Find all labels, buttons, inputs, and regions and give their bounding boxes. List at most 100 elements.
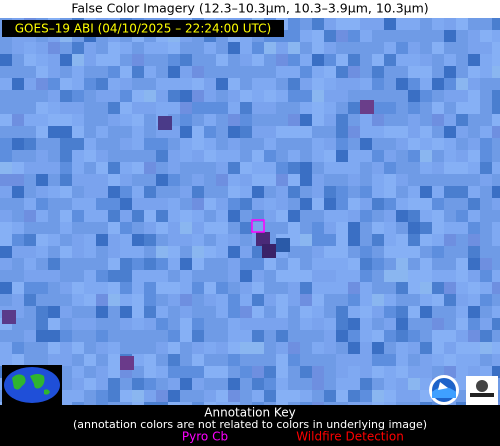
pixel	[96, 294, 108, 306]
pixel	[348, 174, 360, 186]
pixel	[120, 306, 132, 318]
pixel	[36, 138, 48, 150]
pixel	[264, 78, 276, 90]
pixel	[492, 222, 500, 234]
pixel	[384, 210, 396, 222]
pixel	[276, 198, 288, 210]
pixel	[348, 138, 360, 150]
pixel	[396, 126, 408, 138]
pixel	[360, 90, 372, 102]
pixel	[348, 234, 360, 246]
pixel	[276, 54, 288, 66]
pixel	[144, 270, 156, 282]
pixel	[300, 66, 312, 78]
pixel	[180, 162, 192, 174]
pixel	[408, 162, 420, 174]
pixel	[24, 174, 36, 186]
pixel	[288, 366, 300, 378]
pixel	[216, 174, 228, 186]
pixel	[144, 174, 156, 186]
pixel	[240, 66, 252, 78]
pixel	[108, 366, 120, 378]
pixel	[312, 18, 324, 30]
pixel	[420, 114, 432, 126]
pixel	[204, 318, 216, 330]
pixel	[480, 342, 492, 354]
pixel	[408, 18, 420, 30]
pixel	[420, 198, 432, 210]
pixel	[252, 78, 264, 90]
pixel	[84, 174, 96, 186]
pixel	[348, 294, 360, 306]
pixel	[396, 210, 408, 222]
pixel	[456, 174, 468, 186]
pixel	[60, 102, 72, 114]
pixel	[312, 126, 324, 138]
pixel	[468, 258, 480, 270]
pixel	[408, 42, 420, 54]
pixel	[144, 162, 156, 174]
pixel	[384, 342, 396, 354]
pixel	[396, 390, 408, 402]
pixel	[72, 306, 84, 318]
pixel	[264, 282, 276, 294]
pixel	[216, 318, 228, 330]
pixel	[336, 186, 348, 198]
pixel	[396, 114, 408, 126]
pixel	[240, 210, 252, 222]
pixel	[72, 150, 84, 162]
pixel	[396, 282, 408, 294]
pixel	[252, 42, 264, 54]
pixel	[24, 66, 36, 78]
pixel	[120, 198, 132, 210]
pixel	[84, 210, 96, 222]
pixel	[204, 126, 216, 138]
pixel	[120, 174, 132, 186]
pixel	[144, 78, 156, 90]
pixel	[204, 234, 216, 246]
pixel	[300, 54, 312, 66]
pixel	[324, 234, 336, 246]
pixel	[252, 354, 264, 366]
pixel	[408, 198, 420, 210]
pixel	[492, 174, 500, 186]
pixel	[384, 30, 396, 42]
pixel	[0, 294, 12, 306]
pixel	[456, 114, 468, 126]
pixel	[396, 18, 408, 30]
pixel	[60, 318, 72, 330]
pixel	[96, 138, 108, 150]
pixel	[396, 174, 408, 186]
pixel	[12, 90, 24, 102]
pixel	[84, 378, 96, 390]
pixel	[156, 174, 168, 186]
pixel	[144, 402, 156, 405]
pixel	[36, 162, 48, 174]
pixel	[12, 258, 24, 270]
pixel	[72, 234, 84, 246]
pixel	[396, 90, 408, 102]
pixel	[360, 378, 372, 390]
pixel	[168, 210, 180, 222]
pixel	[60, 78, 72, 90]
pixel	[288, 42, 300, 54]
pixel	[24, 186, 36, 198]
pixel	[372, 150, 384, 162]
pixel	[492, 306, 500, 318]
pixel	[84, 354, 96, 366]
pixel	[360, 210, 372, 222]
pixel	[288, 306, 300, 318]
pixel	[420, 366, 432, 378]
pixel	[24, 198, 36, 210]
pixel	[276, 238, 290, 252]
pixel	[156, 150, 168, 162]
pixel	[228, 186, 240, 198]
pixel	[324, 282, 336, 294]
pixel	[384, 18, 396, 30]
pixel	[420, 306, 432, 318]
pixel	[180, 258, 192, 270]
pixel	[276, 162, 288, 174]
pixel	[96, 42, 108, 54]
pixel	[216, 66, 228, 78]
pixel	[252, 102, 264, 114]
